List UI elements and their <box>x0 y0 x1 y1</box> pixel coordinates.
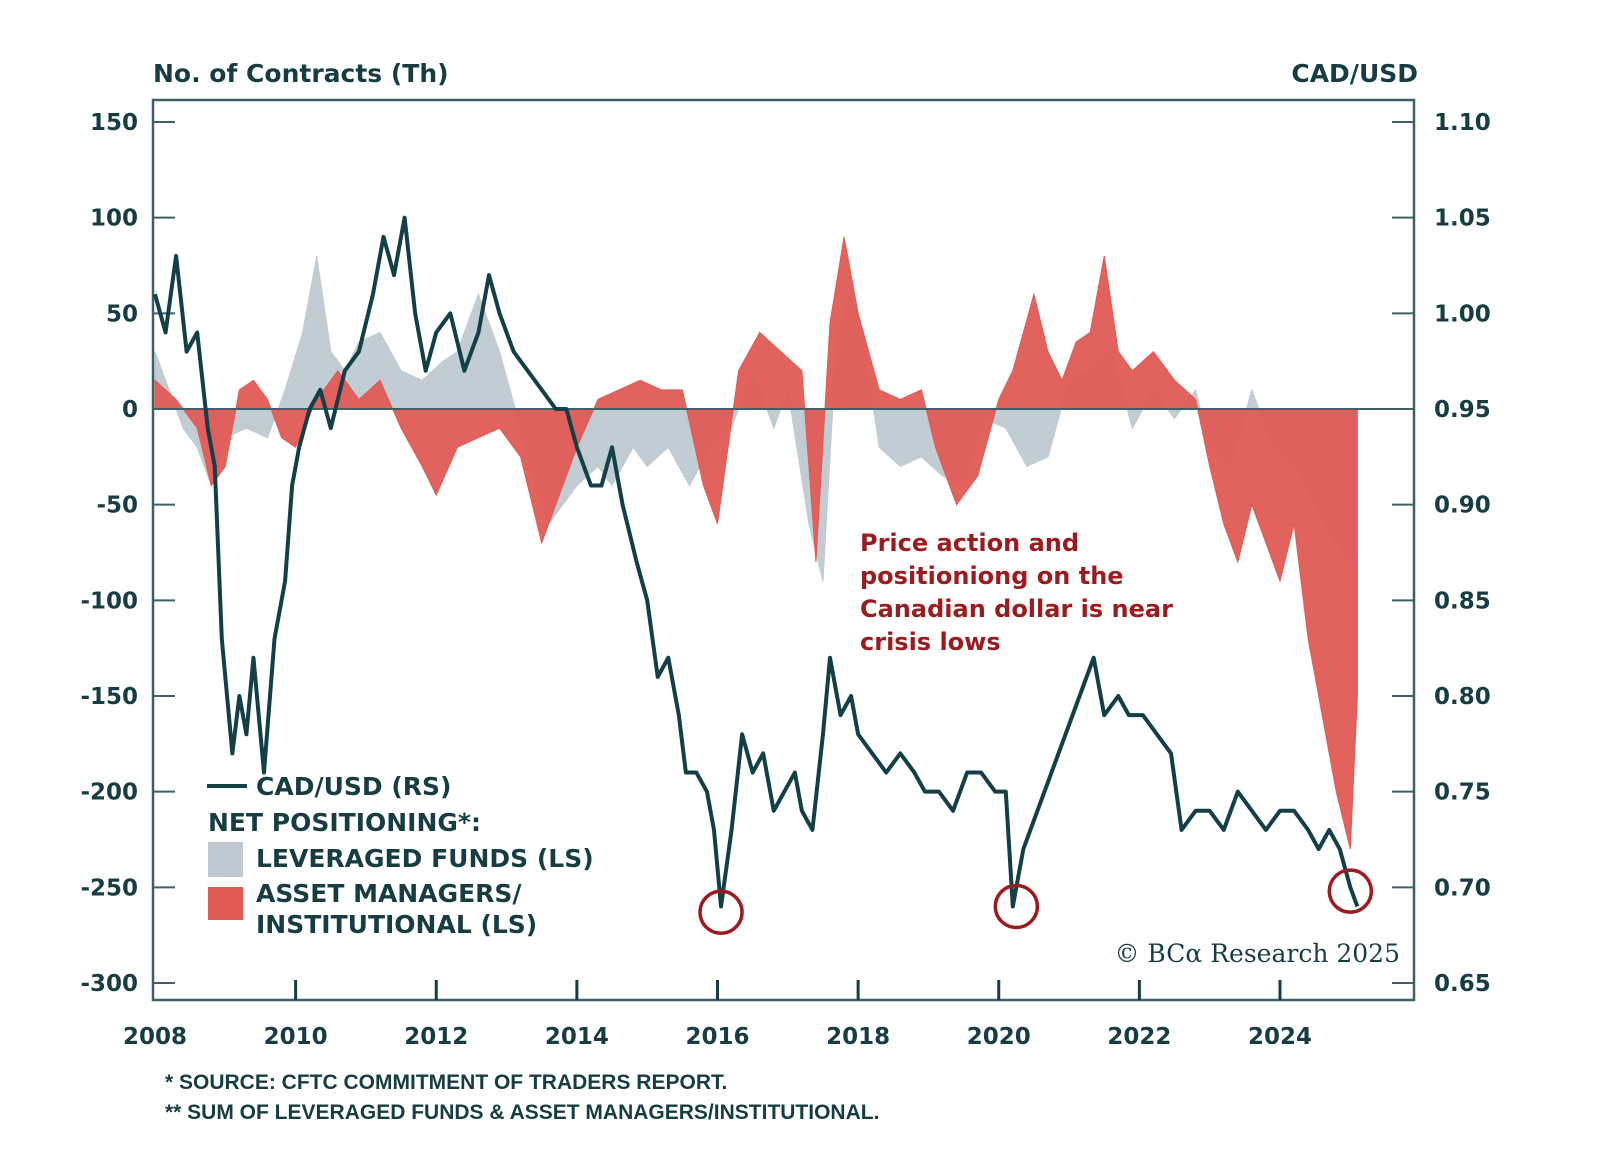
left-tick-label: 100 <box>90 206 138 232</box>
left-tick-label: -100 <box>80 588 138 614</box>
left-tick-label: -200 <box>80 780 138 806</box>
x-tick-label: 2012 <box>404 1024 468 1050</box>
annotation: Price action and positioniong on the Can… <box>860 529 1173 656</box>
legend-entry-asset-managers: ASSET MANAGERS/ <box>256 879 522 908</box>
x-tick-label: 2016 <box>685 1024 749 1050</box>
right-tick-label: 0.75 <box>1434 780 1491 806</box>
right-axis-title: CAD/USD <box>1291 59 1418 88</box>
highlight-circle <box>993 883 1040 930</box>
annotation-line: Price action and <box>860 529 1079 557</box>
legend-entry-leveraged-funds: LEVERAGED FUNDS (LS) <box>256 844 594 873</box>
left-tick-label: 50 <box>106 301 138 327</box>
legend-swatch-asset-managers <box>208 887 243 920</box>
right-tick-label: 0.85 <box>1434 588 1491 614</box>
right-tick-label: 1.10 <box>1434 110 1491 136</box>
x-tick-label: 2010 <box>264 1024 328 1050</box>
legend-group-title: NET POSITIONING*: <box>208 808 481 837</box>
legend-entry-cad-usd: CAD/USD (RS) <box>256 772 451 801</box>
right-tick-label: 0.70 <box>1434 875 1491 901</box>
left-tick-label: -250 <box>80 875 138 901</box>
highlight-circle <box>1327 868 1374 914</box>
left-tick-label: -50 <box>96 493 138 519</box>
right-tick-label: 1.05 <box>1434 206 1491 232</box>
annotation-line: Canadian dollar is near <box>860 595 1173 623</box>
plot-frame <box>151 98 1416 1002</box>
x-tick-label: 2020 <box>967 1024 1031 1050</box>
x-tick-label: 2022 <box>1107 1024 1171 1050</box>
right-tick-label: 0.90 <box>1434 493 1491 519</box>
ticks-layer: 150 100 50 0 -50 -100 -150 -200 -250 -300 1.10 1.05… <box>80 110 1490 1050</box>
area-leveraged-funds-ls <box>154 255 1358 582</box>
footnote-sum: ** SUM OF LEVERAGED FUNDS & ASSET MANAGE… <box>165 1101 879 1124</box>
x-tick-label: 2018 <box>826 1024 890 1050</box>
x-tick-label: 2014 <box>545 1024 609 1050</box>
line-layer <box>153 215 1360 909</box>
copyright: © BCα Research 2025 <box>1114 939 1400 968</box>
annotation-line: positioniong on the <box>860 562 1124 590</box>
footnote-source: * SOURCE: CFTC COMMITMENT OF TRADERS REP… <box>165 1071 727 1094</box>
legend-swatch-leveraged-funds <box>208 842 243 877</box>
right-tick-label: 0.95 <box>1434 397 1491 423</box>
right-tick-label: 0.80 <box>1434 684 1491 710</box>
legend-entry-institutional: INSTITUTIONAL (LS) <box>256 910 537 939</box>
right-tick-label: 1.00 <box>1434 301 1491 327</box>
x-tick-label: 2008 <box>123 1024 187 1050</box>
highlight-circle <box>698 889 744 935</box>
left-tick-label: 0 <box>122 397 138 423</box>
left-tick-label: 150 <box>90 110 138 136</box>
right-tick-label: 0.65 <box>1434 971 1491 997</box>
annotation-line: crisis lows <box>860 628 1001 656</box>
left-axis-title: No. of Contracts (Th) <box>153 59 449 88</box>
circles-layer <box>698 868 1374 935</box>
x-tick-label: 2024 <box>1248 1024 1312 1050</box>
left-tick-label: -300 <box>80 971 138 997</box>
line-cad-usd <box>153 215 1360 909</box>
legend: CAD/USD (RS) NET POSITIONING*: LEVERAGED… <box>207 772 594 939</box>
left-tick-label: -150 <box>80 684 138 710</box>
area-asset-managers-institutional-ls <box>154 236 1358 850</box>
series-layer <box>153 236 1414 850</box>
